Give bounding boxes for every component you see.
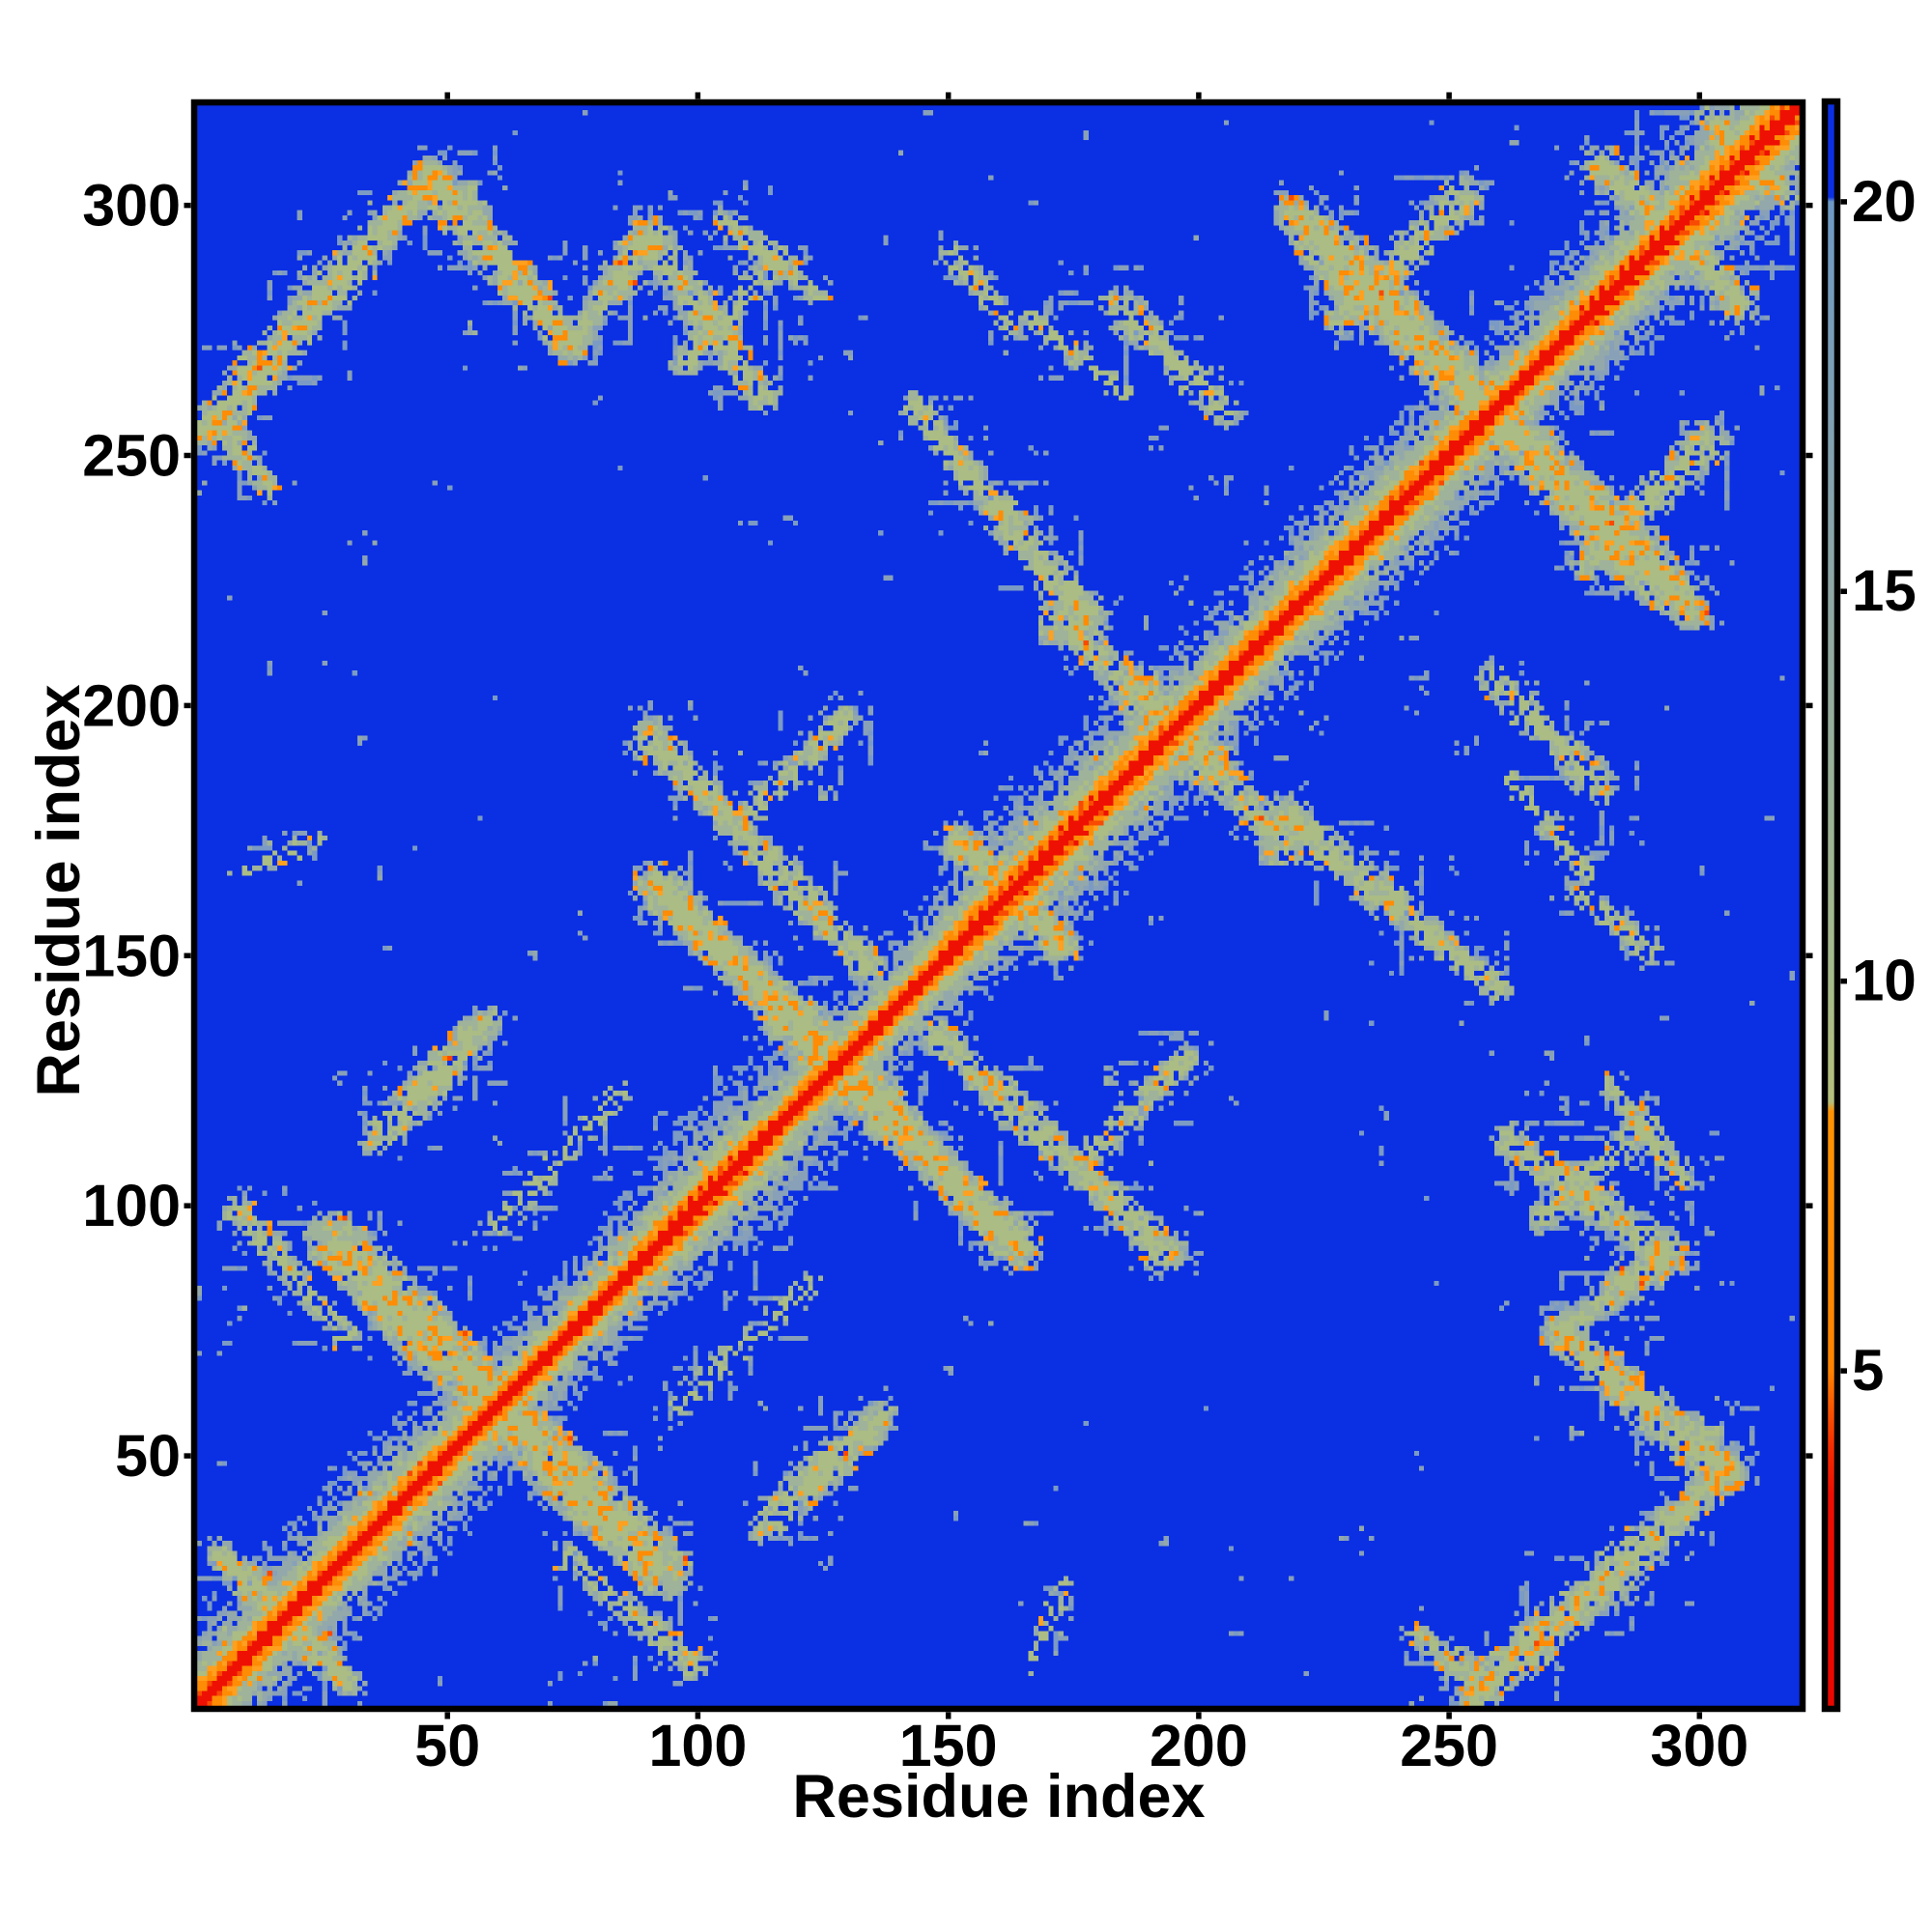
svg-text:250: 250 [1400,1713,1498,1778]
svg-text:150: 150 [82,923,181,988]
svg-text:50: 50 [414,1713,480,1778]
svg-text:5: 5 [1852,1338,1884,1403]
svg-text:50: 50 [115,1423,181,1489]
svg-text:Residue index: Residue index [792,1763,1205,1831]
svg-text:300: 300 [1650,1713,1748,1778]
svg-text:100: 100 [82,1173,181,1238]
svg-text:250: 250 [82,423,181,489]
svg-text:15: 15 [1852,558,1917,623]
svg-text:10: 10 [1852,949,1917,1013]
svg-text:Residue index: Residue index [25,684,93,1096]
svg-text:20: 20 [1852,169,1917,234]
svg-text:150: 150 [899,1713,998,1778]
svg-text:100: 100 [649,1713,748,1778]
svg-text:300: 300 [82,173,181,239]
svg-text:200: 200 [82,672,181,738]
svg-text:200: 200 [1150,1713,1248,1778]
